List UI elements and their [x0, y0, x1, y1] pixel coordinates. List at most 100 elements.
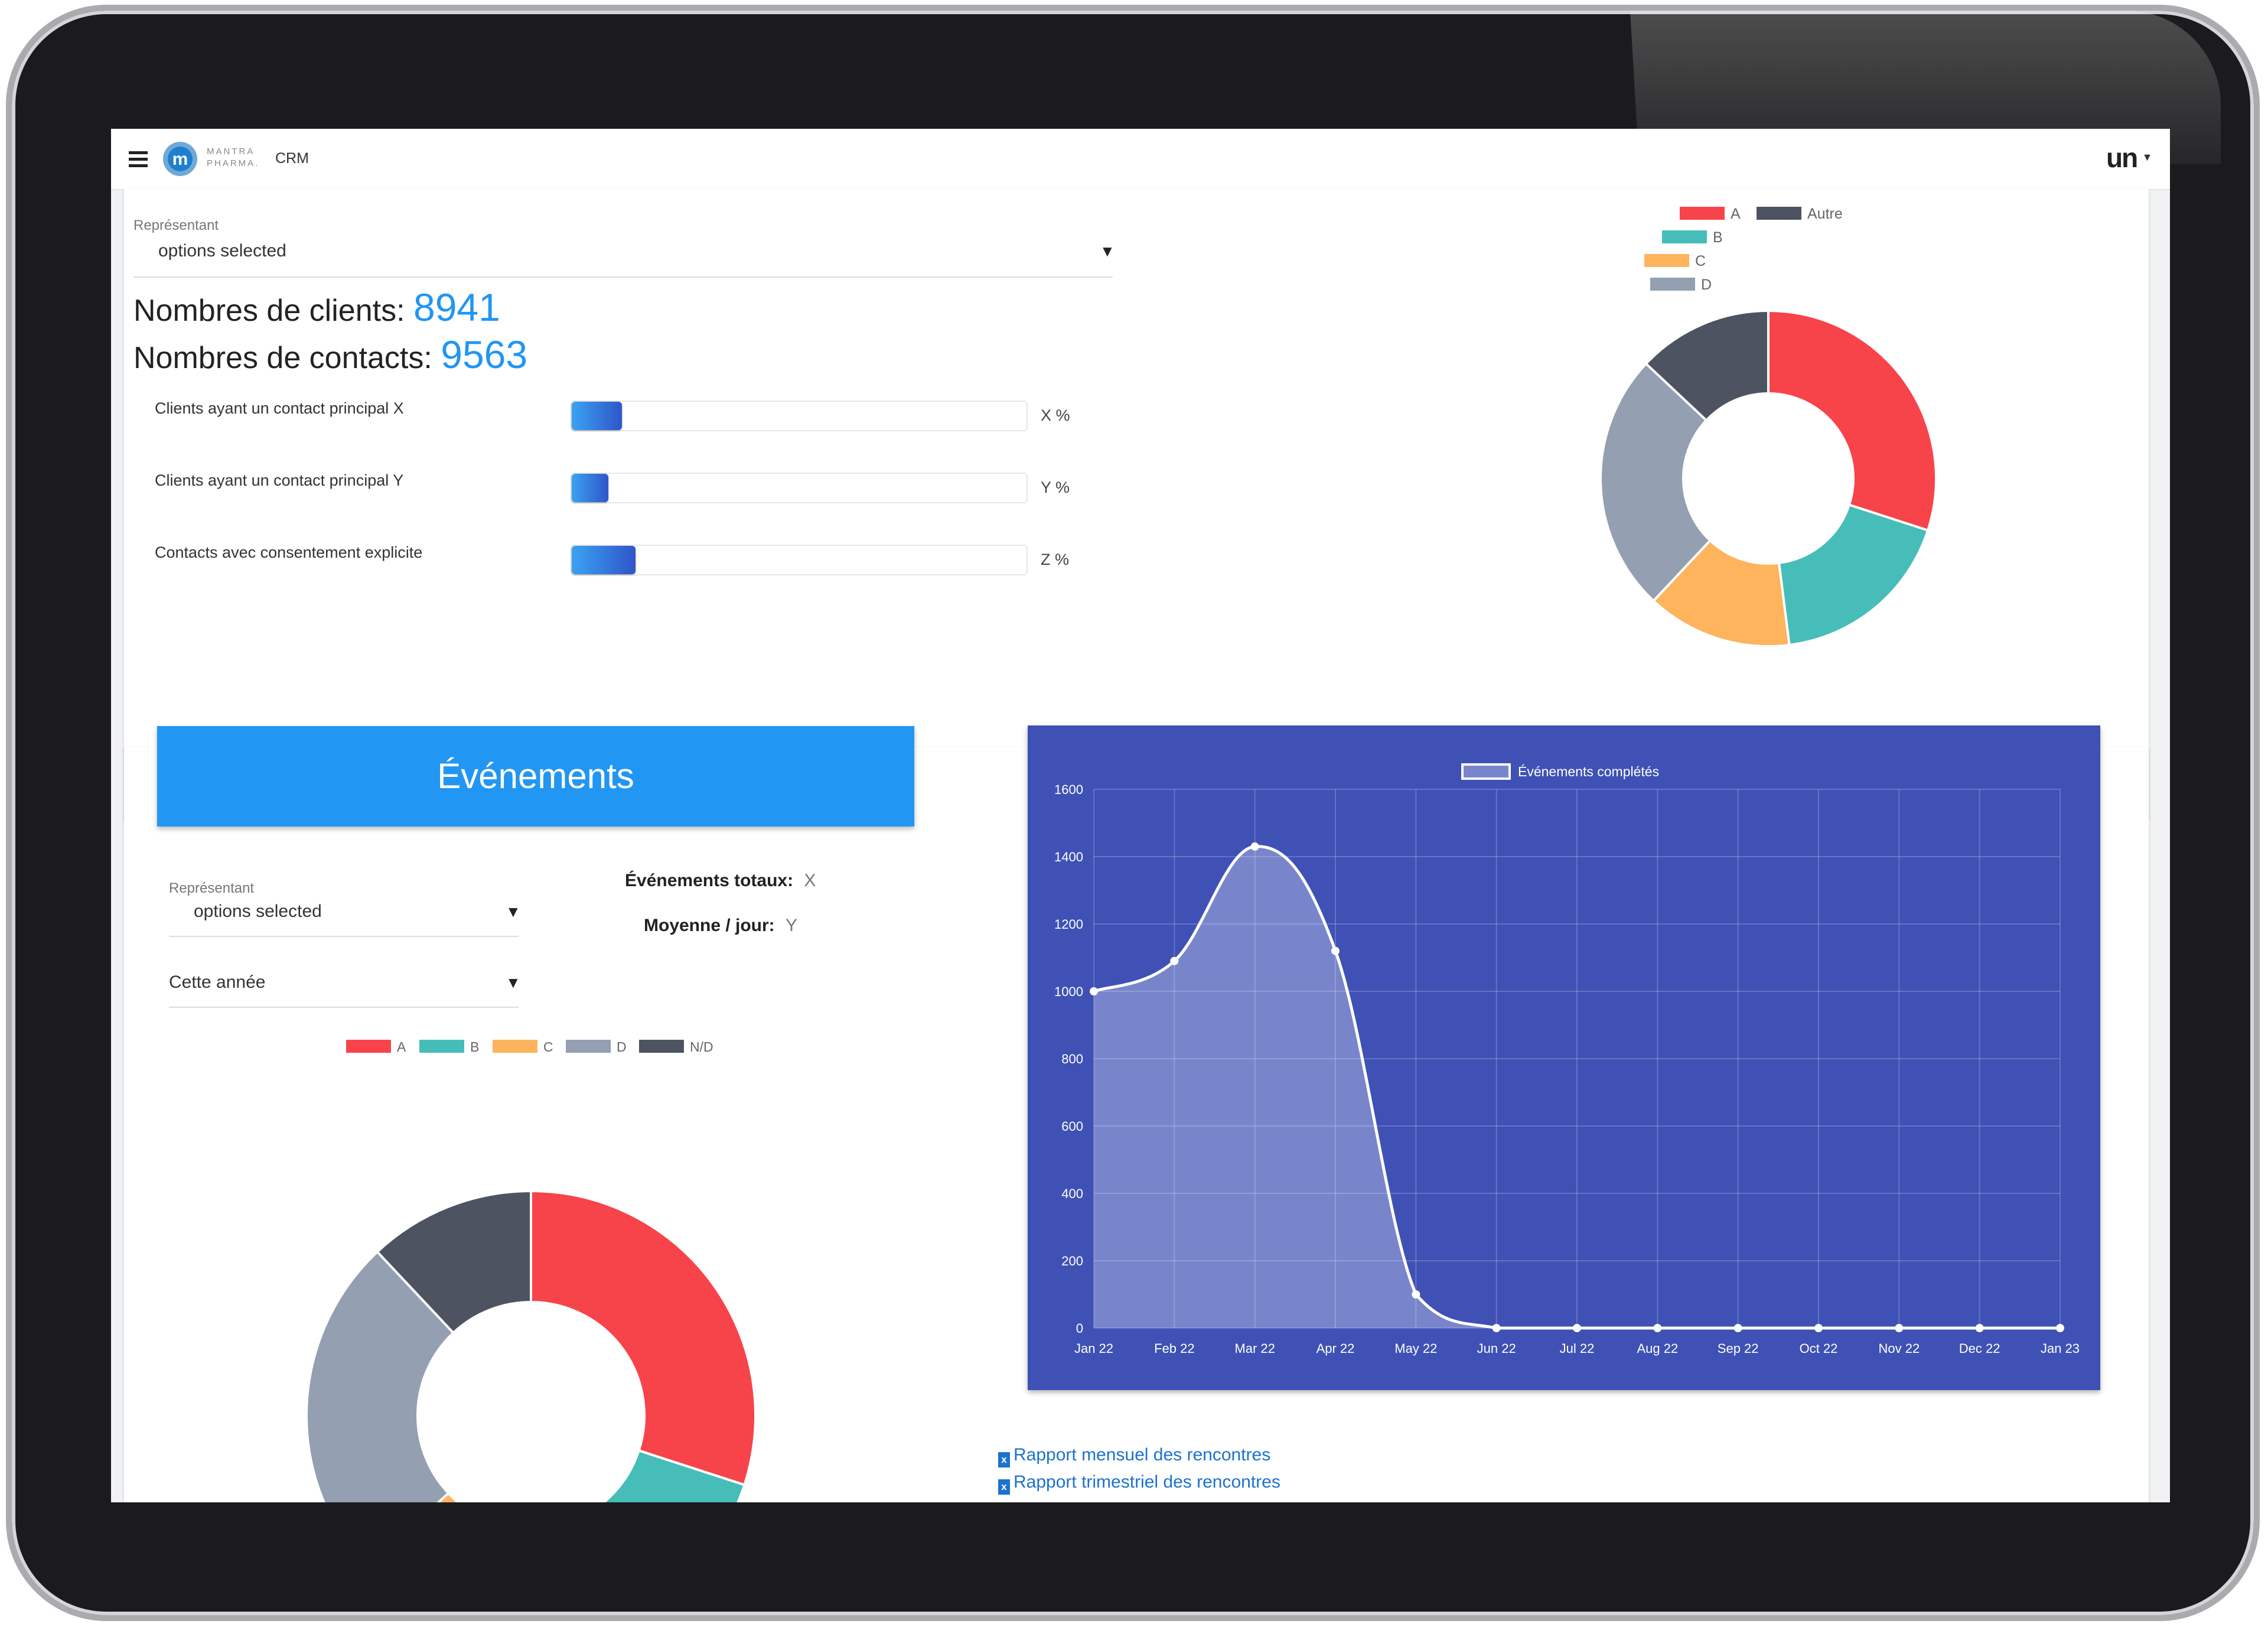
legend-swatch — [1757, 207, 1801, 220]
brand-logo-icon[interactable]: m — [163, 142, 197, 176]
chevron-down-icon: ▼ — [506, 974, 521, 991]
events-line-chart-panel: 0 200 400 600 800 1000 1200 1400 1600 Jan 22 Feb 2… — [1028, 725, 2100, 1390]
report-link[interactable]: x Rapport trimestriel des rencontres — [998, 1472, 1280, 1495]
legend-swatch — [1662, 230, 1707, 243]
progress-percent: Z % — [1041, 551, 1070, 568]
data-point[interactable] — [1412, 1290, 1420, 1299]
events-total: Événements totaux: X — [625, 871, 816, 891]
period-select-value: Cette année — [169, 972, 266, 992]
progress-label: Contacts avec consentement explicite — [155, 544, 423, 561]
data-point[interactable] — [1975, 1324, 1984, 1332]
top-bar: m MANTRA PHARMA. CRM un ▼ — [111, 129, 2170, 190]
contacts-count: Nombres de contacts: 9563 — [133, 332, 527, 377]
x-tick-label: May 22 — [1394, 1341, 1437, 1356]
data-point[interactable] — [1331, 946, 1340, 955]
data-point[interactable] — [1573, 1324, 1581, 1332]
donut-slice-d[interactable] — [1599, 362, 1712, 603]
donut-slice-nd[interactable] — [376, 1189, 532, 1335]
x-tick-label: Jun 22 — [1477, 1341, 1516, 1356]
data-point[interactable] — [2056, 1324, 2064, 1332]
x-tick-label: Jan 22 — [1074, 1341, 1113, 1356]
events-average-label: Moyenne / jour: — [644, 916, 775, 935]
events-title: Événements — [437, 756, 634, 796]
progress-label: Clients ayant un contact principal X — [155, 399, 404, 417]
legend-swatch — [639, 1040, 684, 1053]
legend-swatch — [1680, 207, 1725, 220]
clients-label: Nombres de clients: — [133, 294, 405, 328]
events-total-label: Événements totaux: — [625, 871, 794, 890]
legend-swatch — [1644, 254, 1689, 267]
legend-label: Autre — [1807, 206, 1843, 222]
data-point[interactable] — [1895, 1324, 1904, 1332]
donut-slice-c[interactable] — [1651, 539, 1791, 647]
report-link-label: Rapport mensuel des rencontres — [1014, 1445, 1271, 1465]
donut-slice-b[interactable] — [1777, 503, 1930, 646]
data-point[interactable] — [1170, 956, 1179, 965]
donut-slice-autre[interactable] — [1644, 309, 1770, 422]
legend-label: D — [1701, 276, 1712, 293]
donut-slice-a[interactable] — [1767, 309, 1937, 532]
svg-text:m: m — [172, 149, 188, 169]
legend-label: A — [1731, 206, 1741, 222]
x-tick-label: Apr 22 — [1317, 1341, 1355, 1356]
data-point[interactable] — [1814, 1324, 1823, 1332]
events-header-banner: Événements — [157, 726, 914, 826]
summary-card: Représentant options selected ▼ Nombres … — [124, 189, 2149, 819]
legend-label: Événements complétés — [1518, 764, 1659, 779]
legend-swatch — [346, 1040, 391, 1053]
brand-name-line2: PHARMA. — [207, 158, 260, 168]
clients-count: Nombres de clients: 8941 — [133, 285, 500, 330]
legend-label: B — [1713, 229, 1723, 246]
progress-bar — [571, 545, 1028, 575]
events-average: Moyenne / jour: Y — [644, 916, 797, 936]
chevron-down-icon: ▼ — [1100, 242, 1115, 260]
progress-bar-fill — [572, 402, 622, 430]
legend-label: B — [470, 1039, 479, 1055]
events-average-value: Y — [786, 916, 798, 935]
events-representative-select-value: options selected — [194, 902, 322, 921]
x-tick-label: Sep 22 — [1718, 1341, 1759, 1356]
donut-slice-c[interactable] — [367, 1491, 600, 1502]
y-tick-label: 600 — [1061, 1119, 1083, 1134]
hamburger-menu-icon[interactable] — [129, 151, 148, 168]
x-tick-label: Oct 22 — [1800, 1341, 1838, 1356]
progress-label: Clients ayant un contact principal Y — [155, 471, 404, 489]
report-link[interactable]: x Rapport mensuel des rencontres — [998, 1445, 1270, 1467]
events-area-chart: 0 200 400 600 800 1000 1200 1400 1600 Jan 22 Feb 2… — [1054, 763, 2080, 1356]
x-tick-label: Feb 22 — [1154, 1341, 1195, 1356]
events-total-value: X — [804, 871, 816, 890]
chevron-down-icon: ▼ — [2142, 151, 2153, 163]
representative-select[interactable]: options selected ▼ — [133, 235, 1115, 278]
legend-swatch — [1461, 763, 1511, 780]
data-point[interactable] — [1250, 842, 1259, 851]
report-link-label: Rapport trimestriel des rencontres — [1014, 1472, 1280, 1492]
legend-swatch — [566, 1040, 611, 1053]
y-tick-label: 1000 — [1054, 984, 1083, 999]
data-point[interactable] — [1090, 987, 1098, 995]
clients-value: 8941 — [413, 285, 500, 329]
y-tick-label: 1400 — [1054, 850, 1083, 864]
data-point[interactable] — [1733, 1324, 1742, 1332]
contacts-value: 9563 — [441, 333, 528, 376]
legend-swatch — [419, 1040, 464, 1053]
data-point[interactable] — [1492, 1324, 1501, 1332]
progress-bar-fill — [572, 546, 636, 574]
legend-label: D — [617, 1039, 627, 1055]
progress-bar — [571, 401, 1028, 431]
data-point[interactable] — [1653, 1324, 1662, 1332]
donut-slice-b[interactable] — [566, 1449, 746, 1502]
donut-slice-d[interactable] — [305, 1250, 455, 1502]
events-representative-select[interactable]: options selected ▼ — [169, 897, 521, 937]
excel-file-icon: x — [998, 1479, 1010, 1495]
x-tick-label: Dec 22 — [1959, 1341, 2000, 1356]
series-line — [1093, 845, 2060, 1330]
contacts-label: Nombres de contacts: — [133, 341, 432, 375]
representative-label: Représentant — [133, 217, 219, 233]
user-menu-button[interactable]: un ▼ — [2106, 142, 2153, 173]
user-mark: un — [2106, 142, 2138, 173]
area-fill — [1094, 846, 2060, 1328]
donut-slice-a[interactable] — [530, 1189, 757, 1486]
legend-label: A — [397, 1039, 406, 1055]
events-representative-label: Représentant — [169, 880, 255, 896]
period-select[interactable]: Cette année ▼ — [169, 968, 521, 1008]
